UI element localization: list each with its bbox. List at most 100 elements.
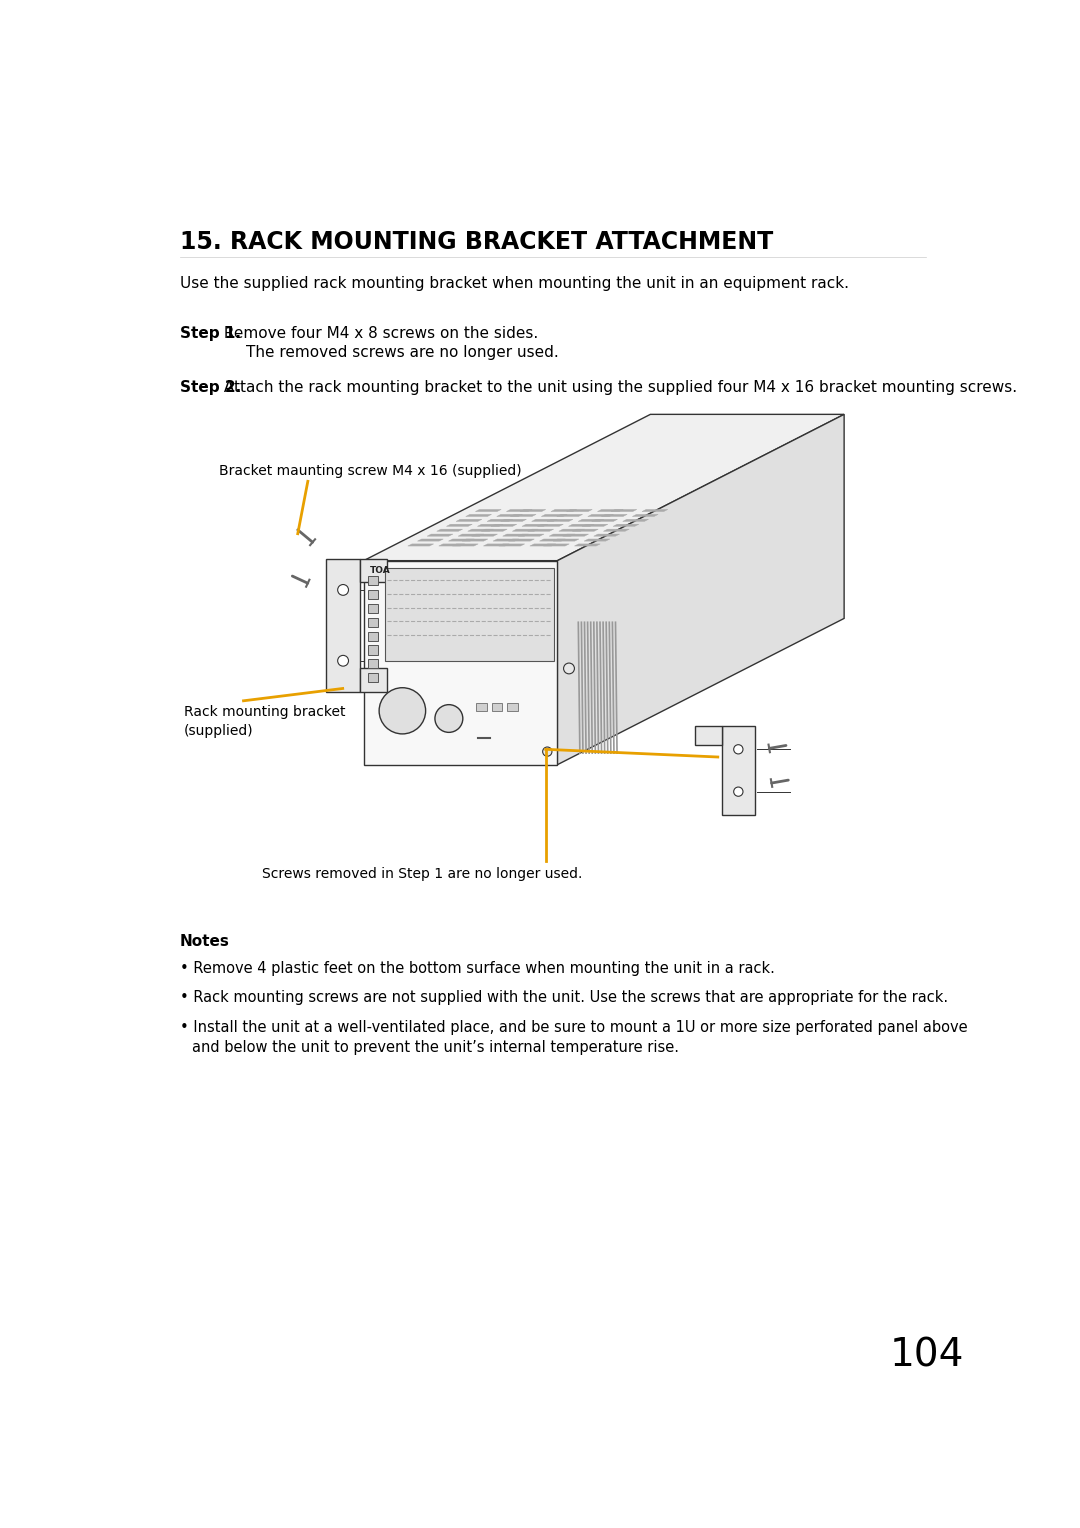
Polygon shape (477, 524, 503, 526)
Text: Attach the rack mounting bracket to the unit using the supplied four M4 x 16 bra: Attach the rack mounting bracket to the … (218, 380, 1017, 394)
Polygon shape (360, 668, 387, 692)
Polygon shape (568, 524, 594, 526)
Polygon shape (575, 544, 600, 545)
Polygon shape (518, 535, 544, 536)
Polygon shape (512, 529, 538, 532)
Polygon shape (326, 559, 360, 692)
Polygon shape (510, 515, 536, 516)
Polygon shape (623, 520, 648, 521)
Polygon shape (418, 539, 443, 541)
Polygon shape (484, 544, 509, 545)
Polygon shape (611, 509, 637, 512)
Polygon shape (507, 509, 532, 512)
Text: 15. RACK MOUNTING BRACKET ATTACHMENT: 15. RACK MOUNTING BRACKET ATTACHMENT (180, 229, 773, 254)
Polygon shape (367, 590, 378, 599)
Text: Use the supplied rack mounting bracket when mounting the unit in an equipment ra: Use the supplied rack mounting bracket w… (180, 275, 849, 290)
Polygon shape (502, 535, 528, 536)
Polygon shape (427, 535, 453, 536)
Text: Screws removed in Step 1 are no longer used.: Screws removed in Step 1 are no longer u… (261, 866, 582, 882)
Polygon shape (551, 509, 577, 512)
Polygon shape (549, 535, 575, 536)
Polygon shape (522, 524, 548, 526)
Polygon shape (476, 703, 487, 711)
Circle shape (733, 744, 743, 753)
Text: Remove four M4 x 8 screws on the sides.: Remove four M4 x 8 screws on the sides. (218, 325, 538, 341)
Polygon shape (613, 524, 639, 526)
Polygon shape (558, 529, 584, 532)
Polygon shape (721, 726, 755, 814)
Text: • Rack mounting screws are not supplied with the unit. Use the screws that are a: • Rack mounting screws are not supplied … (180, 990, 948, 1005)
Polygon shape (530, 544, 556, 545)
Polygon shape (553, 539, 579, 541)
Polygon shape (528, 529, 554, 532)
Circle shape (733, 787, 743, 796)
Polygon shape (367, 576, 378, 585)
Circle shape (542, 747, 552, 756)
Polygon shape (468, 529, 494, 532)
Polygon shape (438, 544, 464, 545)
Polygon shape (446, 524, 472, 526)
Text: The removed screws are no longer used.: The removed screws are no longer used. (246, 345, 558, 361)
Polygon shape (588, 515, 613, 516)
Polygon shape (597, 509, 623, 512)
Polygon shape (602, 515, 627, 516)
Polygon shape (499, 544, 525, 545)
Polygon shape (482, 529, 508, 532)
Polygon shape (572, 529, 598, 532)
Polygon shape (592, 520, 618, 521)
Polygon shape (408, 544, 434, 545)
Polygon shape (360, 559, 387, 582)
Polygon shape (531, 520, 557, 521)
Polygon shape (509, 539, 535, 541)
Text: TOA: TOA (369, 565, 391, 575)
Polygon shape (384, 568, 554, 660)
Polygon shape (563, 535, 589, 536)
Circle shape (338, 585, 349, 596)
Circle shape (564, 663, 575, 674)
Polygon shape (367, 672, 378, 683)
Polygon shape (507, 703, 517, 711)
Polygon shape (642, 509, 667, 512)
Polygon shape (453, 544, 478, 545)
Text: Notes: Notes (180, 934, 230, 949)
Polygon shape (491, 524, 517, 526)
Polygon shape (538, 524, 564, 526)
Polygon shape (367, 645, 378, 654)
Polygon shape (594, 535, 620, 536)
Text: Rack mounting bracket
(supplied): Rack mounting bracket (supplied) (184, 706, 346, 738)
Polygon shape (557, 414, 845, 764)
Polygon shape (541, 515, 567, 516)
Circle shape (379, 688, 426, 733)
Polygon shape (566, 509, 592, 512)
Polygon shape (367, 631, 378, 640)
Circle shape (338, 656, 349, 666)
Text: Step 2.: Step 2. (180, 380, 241, 394)
Polygon shape (632, 515, 658, 516)
Polygon shape (519, 509, 545, 512)
Polygon shape (472, 535, 498, 536)
Polygon shape (364, 414, 845, 561)
Polygon shape (491, 703, 502, 711)
Polygon shape (456, 520, 482, 521)
Polygon shape (465, 515, 491, 516)
Polygon shape (557, 515, 582, 516)
Polygon shape (540, 539, 565, 541)
Polygon shape (436, 529, 462, 532)
Polygon shape (582, 524, 608, 526)
Polygon shape (364, 561, 557, 764)
Polygon shape (367, 617, 378, 626)
Circle shape (435, 704, 463, 732)
Polygon shape (475, 509, 501, 512)
Polygon shape (604, 529, 630, 532)
Polygon shape (501, 520, 526, 521)
Polygon shape (543, 544, 569, 545)
Text: • Install the unit at a well-ventilated place, and be sure to mount a 1U or more: • Install the unit at a well-ventilated … (180, 1019, 968, 1034)
Text: and below the unit to prevent the unit’s internal temperature rise.: and below the unit to prevent the unit’s… (192, 1039, 679, 1054)
Polygon shape (462, 539, 488, 541)
Polygon shape (458, 535, 484, 536)
Polygon shape (694, 726, 721, 746)
Text: Step 1.: Step 1. (180, 325, 241, 341)
Polygon shape (497, 515, 523, 516)
Polygon shape (578, 520, 604, 521)
Polygon shape (367, 659, 378, 668)
